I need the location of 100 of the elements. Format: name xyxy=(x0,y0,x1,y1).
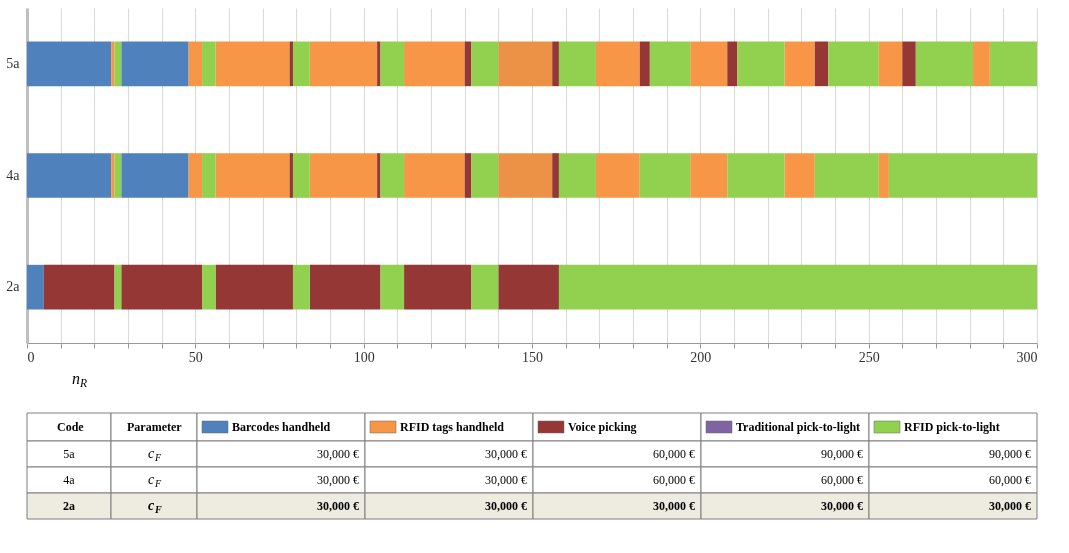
bar xyxy=(114,153,122,198)
bar xyxy=(188,153,203,198)
bar xyxy=(121,264,203,310)
bar xyxy=(639,153,691,198)
bar xyxy=(595,41,640,87)
bar xyxy=(380,153,405,198)
bar xyxy=(404,264,472,310)
bar xyxy=(121,41,189,87)
text: 30,000 € xyxy=(653,499,695,513)
text: 4a xyxy=(63,473,76,487)
text: 30,000 € xyxy=(485,447,527,461)
bar xyxy=(111,153,115,198)
legend-label: Barcodes handheld xyxy=(232,420,331,434)
text: 5a xyxy=(63,447,76,461)
text: 60,000 € xyxy=(989,473,1031,487)
bar xyxy=(188,41,203,87)
bar xyxy=(814,153,879,198)
bar xyxy=(989,41,1037,87)
bar xyxy=(464,153,472,198)
bar xyxy=(292,264,310,310)
bar xyxy=(552,41,559,87)
bar xyxy=(498,264,559,310)
bar xyxy=(309,153,378,198)
x-tick-label: 0 xyxy=(27,349,35,365)
bar xyxy=(289,153,293,198)
text: 30,000 € xyxy=(821,499,863,513)
bar xyxy=(558,264,1037,310)
bar xyxy=(27,264,44,310)
text: 30,000 € xyxy=(989,499,1031,513)
text: 90,000 € xyxy=(989,447,1031,461)
x-tick-label: 200 xyxy=(690,349,712,365)
bar xyxy=(784,153,815,198)
bar xyxy=(690,153,728,198)
bar xyxy=(309,264,381,310)
bar xyxy=(973,41,990,87)
bar xyxy=(498,41,553,87)
bar xyxy=(292,153,310,198)
bar xyxy=(111,41,115,87)
text: Code xyxy=(57,420,85,434)
bar xyxy=(878,41,903,87)
bar xyxy=(380,41,405,87)
bar xyxy=(471,153,499,198)
bar xyxy=(27,153,112,198)
y-tick-label: 2a xyxy=(6,279,21,295)
legend-label: RFID tags handheld xyxy=(400,420,505,434)
x-tick-label: 100 xyxy=(353,349,375,365)
bar xyxy=(727,41,738,87)
y-tick-label: 5a xyxy=(6,55,21,71)
bar xyxy=(27,41,112,87)
bar xyxy=(215,153,290,198)
bar xyxy=(202,153,216,198)
bar xyxy=(784,41,815,87)
text: 30,000 € xyxy=(317,473,359,487)
bar xyxy=(404,153,465,198)
text: 30,000 € xyxy=(485,473,527,487)
x-tick-label: 250 xyxy=(858,349,880,365)
bar xyxy=(878,153,889,198)
text: 30,000 € xyxy=(317,499,359,513)
bar xyxy=(215,41,290,87)
bar xyxy=(404,41,465,87)
bar xyxy=(121,153,189,198)
legend-label: Voice picking xyxy=(568,420,637,434)
bar xyxy=(737,41,785,87)
y-tick-label: 4a xyxy=(6,167,21,183)
bar xyxy=(498,153,553,198)
text: 90,000 € xyxy=(821,447,863,461)
bar xyxy=(292,41,310,87)
text: 60,000 € xyxy=(653,447,695,461)
text: 30,000 € xyxy=(317,447,359,461)
bar xyxy=(471,41,499,87)
bar xyxy=(43,264,115,310)
bar xyxy=(727,153,785,198)
bar xyxy=(558,41,596,87)
bar xyxy=(690,41,728,87)
bar xyxy=(202,41,216,87)
bar xyxy=(552,153,559,198)
bar xyxy=(309,41,378,87)
x-tick-label: 300 xyxy=(1016,349,1038,365)
bar xyxy=(558,153,596,198)
text: 30,000 € xyxy=(485,499,527,513)
bar xyxy=(639,41,650,87)
bar xyxy=(814,41,829,87)
bar xyxy=(471,264,499,310)
bar xyxy=(828,41,879,87)
bar xyxy=(649,41,691,87)
bar xyxy=(114,264,122,310)
text: 60,000 € xyxy=(821,473,863,487)
bar xyxy=(380,264,405,310)
text: 60,000 € xyxy=(653,473,695,487)
bar xyxy=(915,41,974,87)
bar xyxy=(215,264,293,310)
bar xyxy=(888,153,1037,198)
bar xyxy=(377,41,381,87)
legend-label: RFID pick-to-light xyxy=(904,420,1000,434)
bar xyxy=(595,153,640,198)
legend-label: Traditional pick-to-light xyxy=(736,420,861,434)
x-tick-label: 50 xyxy=(188,349,203,365)
bar xyxy=(202,264,216,310)
text: Parameter xyxy=(127,420,183,434)
x-tick-label: 150 xyxy=(522,349,543,365)
